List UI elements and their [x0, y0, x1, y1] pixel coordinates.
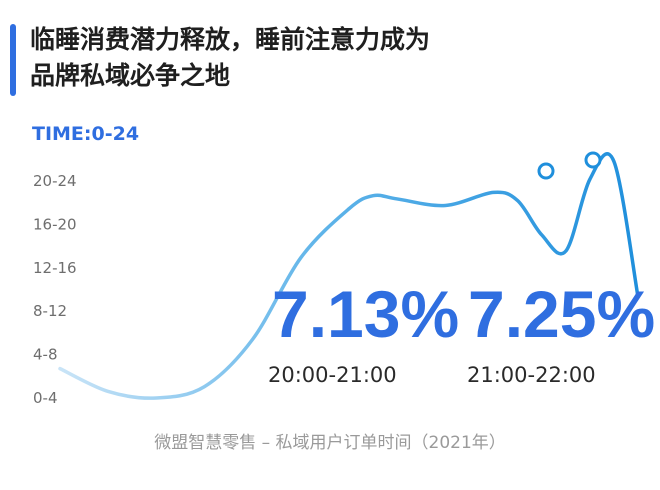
peak-marker-1	[537, 162, 555, 180]
title-line-1: 临睡消费潜力释放，睡前注意力成为	[30, 25, 431, 54]
title-line-2: 品牌私域必争之地	[30, 61, 231, 90]
y-tick-label: 4-8	[33, 346, 58, 364]
highlight-range-1: 20:00-21:00	[268, 363, 397, 387]
peak-marker-2	[584, 151, 602, 169]
y-tick-label: 0-4	[33, 389, 58, 407]
page-title: 临睡消费潜力释放，睡前注意力成为 品牌私域必争之地	[30, 22, 630, 94]
title-accent-bar	[10, 24, 16, 96]
y-tick-label: 20-24	[33, 172, 77, 190]
x-axis-label: TIME:0-24	[32, 123, 140, 145]
highlight-value-2: 7.25%	[468, 277, 655, 351]
series-line	[58, 152, 640, 400]
highlight-value-1: 7.13%	[272, 277, 459, 351]
y-tick-label: 8-12	[33, 302, 67, 320]
highlight-range-2: 21:00-22:00	[467, 363, 596, 387]
y-tick-label: 16-20	[33, 215, 77, 233]
source-caption: 微盟智慧零售 – 私域用户订单时间（2021年）	[154, 433, 506, 453]
y-tick-label: 12-16	[33, 259, 77, 277]
